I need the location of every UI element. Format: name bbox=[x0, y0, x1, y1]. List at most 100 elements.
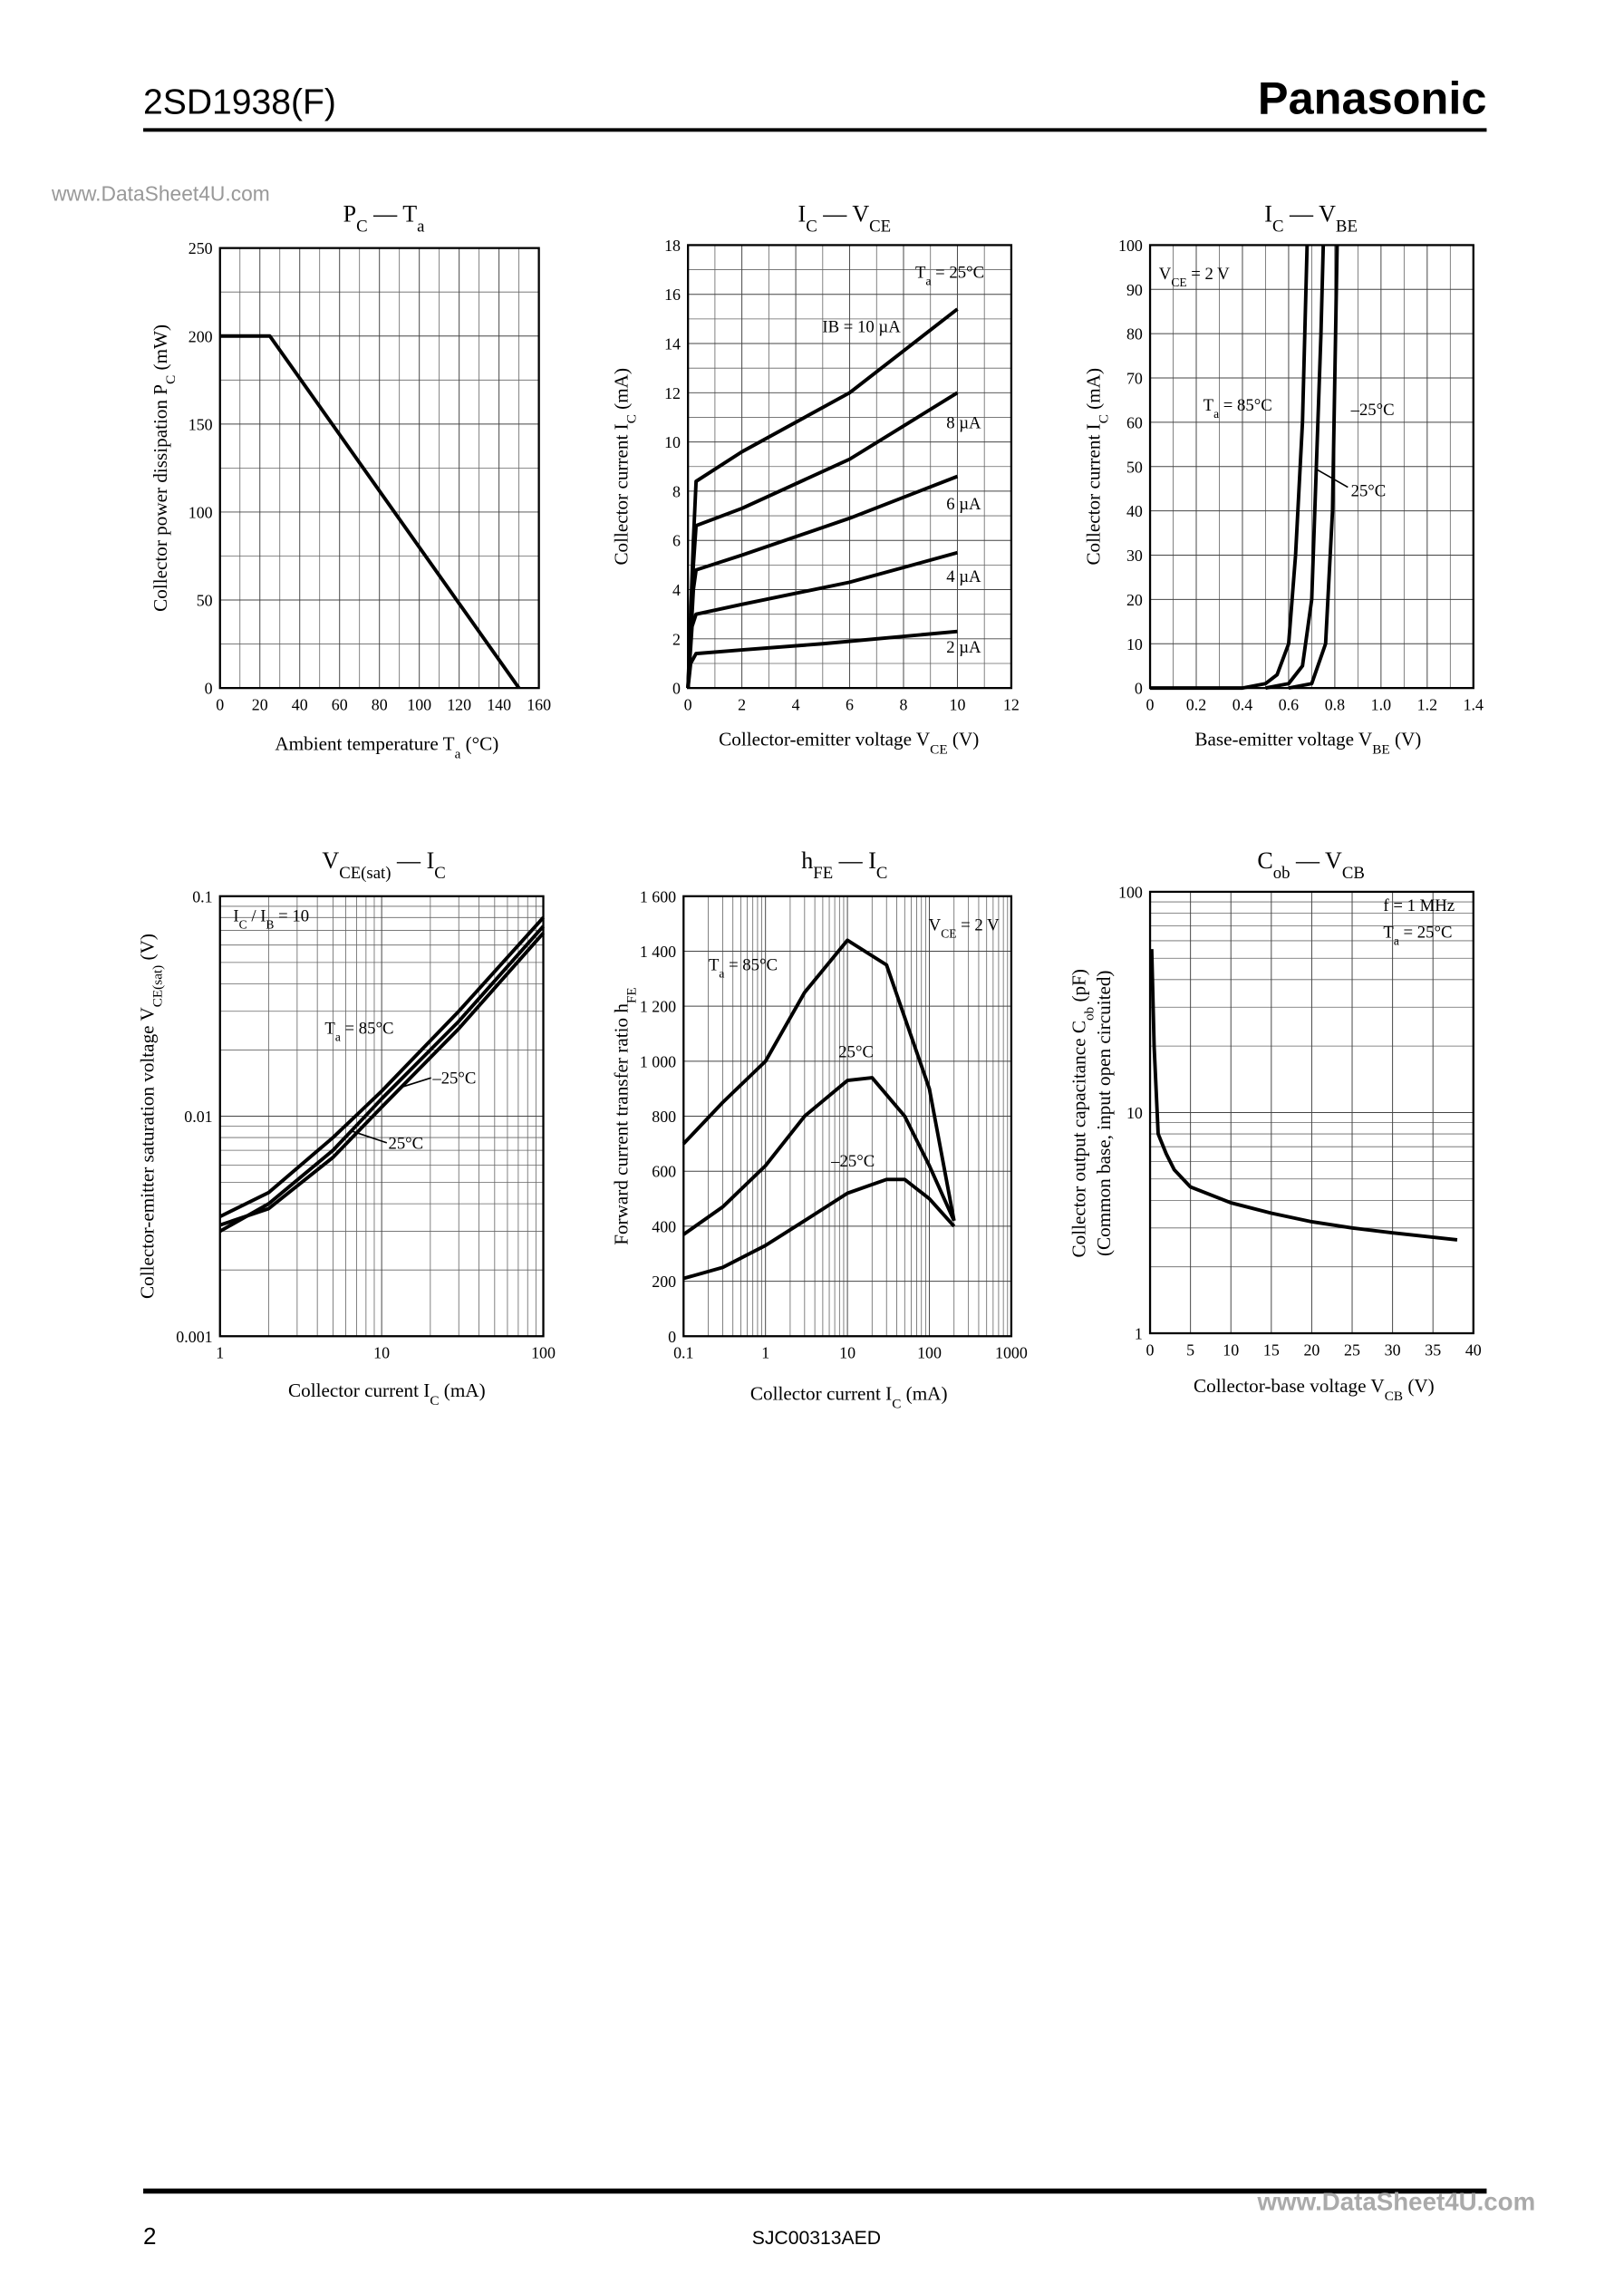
annotation: VCE = 2 V bbox=[1159, 265, 1230, 289]
annotation-part: = 2 V bbox=[956, 915, 1000, 934]
annotation-part: = 2 V bbox=[1187, 265, 1231, 284]
plot-frame bbox=[682, 895, 1013, 1338]
chart-title-sub: C bbox=[876, 863, 888, 882]
x-axis-label-part: (°C) bbox=[460, 733, 498, 755]
curve bbox=[1150, 245, 1310, 691]
curve bbox=[218, 916, 545, 1218]
chart-title-sub: CE bbox=[869, 217, 891, 236]
series-label-part: 4 µA bbox=[946, 567, 981, 586]
plot-frame bbox=[687, 244, 1013, 690]
x-axis-label-sub: a bbox=[455, 746, 461, 761]
x-tick-label: 40 bbox=[292, 696, 308, 714]
x-tick-label: 0 bbox=[1146, 696, 1155, 714]
y-axis-label-part: (mA) bbox=[1083, 368, 1105, 414]
series-label-part: T bbox=[324, 1019, 335, 1038]
curve bbox=[682, 1076, 956, 1236]
annotation-part: T bbox=[1383, 923, 1394, 942]
chart-title-sub: CB bbox=[1342, 863, 1365, 882]
x-axis-label-sub: CB bbox=[1385, 1389, 1403, 1404]
y-axis-label: Collector output capacitance Cob (pF) bbox=[1068, 969, 1097, 1257]
y-axis-label-sub: FE bbox=[624, 987, 639, 1003]
annotation: VCE = 2 V bbox=[929, 915, 1000, 940]
y-tick-label: 50 bbox=[197, 592, 213, 610]
page-number: 2 bbox=[143, 2222, 157, 2250]
x-axis-label-sub: BE bbox=[1372, 741, 1389, 757]
x-tick-label: 1 bbox=[761, 1344, 769, 1362]
chart-title-part: — V bbox=[1284, 200, 1337, 227]
x-tick-label: 5 bbox=[1186, 1341, 1194, 1359]
x-axis-label-sub: C bbox=[892, 1396, 901, 1411]
annotation: Ta = 25°C bbox=[915, 263, 984, 287]
y-axis-label-sub: C bbox=[163, 375, 179, 384]
chart-title-sub: C bbox=[806, 217, 817, 236]
x-tick-label: 80 bbox=[372, 696, 388, 714]
y-tick-label: 200 bbox=[652, 1273, 676, 1291]
y-tick-label: 70 bbox=[1126, 370, 1143, 388]
x-tick-label: 1.0 bbox=[1371, 696, 1391, 714]
annotation-sub: B bbox=[266, 917, 274, 931]
y-tick-label: 100 bbox=[1118, 883, 1143, 901]
x-tick-label: 0 bbox=[684, 696, 692, 714]
x-axis-label-sub: CE bbox=[930, 741, 947, 757]
y-axis-label-part: (mA) bbox=[610, 368, 632, 414]
series-label-part: –25°C bbox=[830, 1152, 875, 1171]
y-tick-label: 1 600 bbox=[640, 887, 676, 905]
annotation-part: I bbox=[233, 907, 238, 926]
x-tick-label: 6 bbox=[846, 696, 854, 714]
x-axis-label-part: Collector-emitter voltage V bbox=[719, 729, 931, 750]
series-label-part: 25°C bbox=[1351, 481, 1387, 500]
series-label: 25°C bbox=[388, 1134, 423, 1153]
series-label: IB = 10 µA bbox=[822, 318, 901, 337]
x-axis-label: Collector-emitter voltage VCE (V) bbox=[719, 729, 979, 758]
y-tick-label: 30 bbox=[1126, 547, 1143, 565]
y-axis-label: Collector power dissipation PC (mW) bbox=[150, 324, 179, 612]
x-axis-label-part: Ambient temperature T bbox=[275, 733, 454, 755]
chart-title-sub: C bbox=[356, 217, 368, 236]
plot-frame bbox=[218, 895, 545, 1338]
y-tick-label: 12 bbox=[664, 384, 681, 402]
y-tick-label: 14 bbox=[664, 335, 681, 353]
y-tick-label: 400 bbox=[652, 1217, 676, 1235]
y-tick-label: 20 bbox=[1126, 591, 1143, 609]
y-axis-label-sub: C bbox=[1096, 414, 1111, 423]
x-axis-label: Collector current IC (mA) bbox=[750, 1382, 948, 1411]
series-label-part: T bbox=[1204, 396, 1214, 415]
annotation-part: = 25°C bbox=[1399, 923, 1453, 942]
annotation-sub: C bbox=[239, 917, 247, 931]
annotation-part: = 25°C bbox=[931, 263, 984, 282]
series-label: –25°C bbox=[1350, 401, 1395, 420]
leader-arrow bbox=[351, 1130, 388, 1144]
curve bbox=[1149, 949, 1458, 1242]
x-tick-label: 30 bbox=[1385, 1341, 1401, 1359]
series-label-part: –25°C bbox=[431, 1070, 476, 1089]
y-tick-label: 200 bbox=[188, 327, 213, 345]
annotation-part: V bbox=[1159, 265, 1172, 284]
footer-watermark: www.DataSheet4U.com bbox=[1257, 2188, 1536, 2216]
annotation-sub: a bbox=[1394, 934, 1399, 947]
y-axis-label-part: Collector-emitter saturation voltage V bbox=[136, 1007, 158, 1299]
x-tick-label: 0.8 bbox=[1325, 696, 1345, 714]
chart-title-part: — V bbox=[817, 200, 870, 227]
chart-title: Cob — VCB bbox=[1257, 847, 1365, 883]
y-tick-label: 100 bbox=[1118, 237, 1143, 255]
y-tick-label: 0 bbox=[672, 680, 681, 698]
curve bbox=[682, 938, 956, 1222]
x-tick-label: 0.6 bbox=[1279, 696, 1299, 714]
chart-title-part: — V bbox=[1290, 847, 1342, 874]
series-label: Ta = 85°C bbox=[709, 955, 778, 980]
x-tick-label: 10 bbox=[1223, 1341, 1239, 1359]
series-label: –25°C bbox=[830, 1152, 875, 1171]
curve bbox=[682, 1177, 956, 1281]
y-axis-label: Collector-emitter saturation voltage VCE… bbox=[136, 934, 164, 1299]
watermark: www.DataSheet4U.com bbox=[51, 182, 270, 206]
x-tick-label: 120 bbox=[447, 696, 471, 714]
chart-title-part: I bbox=[1264, 200, 1272, 227]
y-tick-label: 40 bbox=[1126, 502, 1143, 520]
x-axis-label-part: (V) bbox=[948, 729, 980, 750]
chart-title-sub: C bbox=[434, 863, 446, 882]
y-tick-label: 80 bbox=[1126, 325, 1143, 344]
annotation: Ta = 25°C bbox=[1383, 923, 1452, 946]
x-axis-label-part: (V) bbox=[1390, 729, 1422, 750]
doc-code: SJC00313AED bbox=[752, 2228, 881, 2249]
